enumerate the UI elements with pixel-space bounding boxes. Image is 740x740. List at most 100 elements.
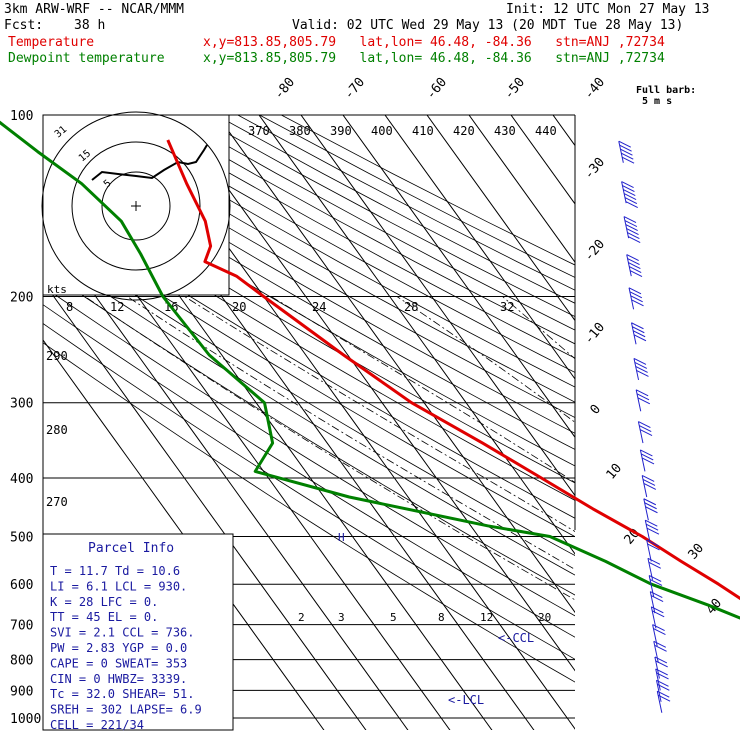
isotherm-label: 10 xyxy=(604,461,626,483)
wind-barb xyxy=(623,216,641,244)
wind-barb xyxy=(630,322,647,345)
forecast-label: Fcst: xyxy=(4,18,44,33)
isotherm-label: -80 xyxy=(272,75,299,103)
dry-adiabat-line xyxy=(43,142,575,450)
mixing-ratio-label: 20 xyxy=(232,300,246,314)
legend-dewpoint-info: x,y=813.85,805.79 lat,lon= 46.48, -84.36… xyxy=(203,51,665,66)
moist-adiabat-line xyxy=(270,296,575,483)
model-title: 3km ARW-WRF -- NCAR/MMM xyxy=(4,2,185,17)
mixing-ratio-label: 20 xyxy=(538,611,551,624)
moist-adiabat-line xyxy=(126,296,575,570)
mixing-ratio-label: 8 xyxy=(66,300,73,314)
wind-barb xyxy=(654,656,668,679)
pressure-label: 1000 xyxy=(10,712,41,727)
isotherm-line xyxy=(384,115,575,380)
isotherm-line xyxy=(48,115,493,730)
dry-adiabat-line xyxy=(43,234,575,557)
dry-adiabat-line xyxy=(43,304,575,638)
parcel-info-row: CIN = 0 HWBZ= 3339. xyxy=(50,672,187,686)
wind-barb xyxy=(649,591,664,614)
mixing-ratio-label: 5 xyxy=(390,611,397,624)
wind-barb xyxy=(618,140,635,164)
theta-label: 390 xyxy=(330,124,352,138)
isotherm-label: -60 xyxy=(424,75,451,103)
init-time: Init: 12 UTC Mon 27 May 13 xyxy=(506,2,710,17)
isotherm-label: -40 xyxy=(582,75,609,103)
isotherm-line xyxy=(342,115,575,439)
legend-temperature-label: Temperature xyxy=(8,35,95,50)
parcel-info-row: PW = 2.83 YGP = 0.0 xyxy=(50,641,187,655)
isotherm-line xyxy=(300,115,575,497)
moist-adiabat-line xyxy=(84,296,575,601)
wind-barb xyxy=(643,498,658,521)
pressure-label: 300 xyxy=(10,397,33,412)
mixing-ratio-label: 2 xyxy=(298,611,305,624)
isotherm-label: -70 xyxy=(342,75,369,103)
isotherm-line xyxy=(43,222,409,730)
wind-barb xyxy=(646,539,660,562)
forecast-hours: 38 h xyxy=(74,18,106,33)
isotherm-label: 0 xyxy=(588,402,605,418)
dry-adiabat-line xyxy=(43,268,575,596)
mixing-ratio-label: 12 xyxy=(480,611,493,624)
mixing-ratio-label: 24 xyxy=(312,300,326,314)
isotherm-line xyxy=(174,115,575,672)
parcel-info-box: Parcel Info T = 11.7 Td = 10.6LI = 6.1 LC… xyxy=(42,533,234,732)
theta-label: 400 xyxy=(371,124,393,138)
dry-adiabat-line xyxy=(85,115,575,388)
isotherm-line xyxy=(426,115,575,322)
wind-barb xyxy=(653,640,667,663)
mixing-ratio-label: 12 xyxy=(110,300,124,314)
barb-key-line2: 5 m s xyxy=(642,96,672,107)
mixing-ratio-line xyxy=(714,537,740,731)
pressure-label: 100 xyxy=(10,109,33,124)
theta-label: 430 xyxy=(494,124,516,138)
isotherm-line xyxy=(43,280,367,730)
pressure-label: 200 xyxy=(10,291,33,306)
hodograph: kts 5 15 31 xyxy=(41,111,231,301)
wind-barb xyxy=(633,357,649,381)
wind-barb xyxy=(628,287,644,310)
dry-adiabat-line xyxy=(43,322,575,660)
mixing-ratio-label: 3 xyxy=(338,611,345,624)
isotherm-label: -50 xyxy=(502,75,529,103)
mixing-ratio-label: 32 xyxy=(500,300,514,314)
isotherm-line xyxy=(510,115,575,205)
dry-adiabat-line xyxy=(43,115,575,419)
theta-label: 270 xyxy=(46,495,68,509)
isotherm-line xyxy=(90,115,535,730)
pressure-label: 400 xyxy=(10,472,33,487)
dry-adiabat-line xyxy=(215,115,575,304)
theta-label: 280 xyxy=(46,423,68,437)
isotherm-label: -20 xyxy=(582,237,609,265)
dry-adiabat-line xyxy=(43,342,575,683)
mixing-ratio-label: 8 xyxy=(438,611,445,624)
isotherm-line xyxy=(132,115,575,730)
parcel-info-row: TT = 45 EL = 0. xyxy=(50,610,158,624)
dry-adiabat-line xyxy=(107,115,575,373)
parcel-info-row: T = 11.7 Td = 10.6 xyxy=(50,564,180,578)
isotherm-label: 30 xyxy=(686,541,708,563)
wind-barb xyxy=(635,389,651,412)
isotherm-line xyxy=(552,115,575,147)
theta-label: 420 xyxy=(453,124,475,138)
mixing-ratio-line xyxy=(664,537,740,731)
parcel-info-title: Parcel Info xyxy=(88,541,174,556)
wind-barb xyxy=(639,449,655,472)
theta-label: 380 xyxy=(289,124,311,138)
parcel-marker: H xyxy=(338,531,345,544)
parcel-info-row: CELL = 221/34 xyxy=(50,718,144,732)
theta-label: 370 xyxy=(248,124,270,138)
isotherm-line xyxy=(216,115,575,614)
barb-key: Full barb: 5 m s xyxy=(636,85,696,107)
dry-adiabat-line xyxy=(63,115,575,403)
hodograph-ring-label: 5 xyxy=(102,178,114,190)
lcl-annotation: <-LCL xyxy=(448,693,484,707)
barb-key-line1: Full barb: xyxy=(636,85,696,96)
wind-barb xyxy=(621,181,638,209)
wind-barb xyxy=(637,421,653,444)
theta-label: 290 xyxy=(46,349,68,363)
isotherm-line xyxy=(637,115,740,731)
dry-adiabat-line xyxy=(43,157,575,467)
